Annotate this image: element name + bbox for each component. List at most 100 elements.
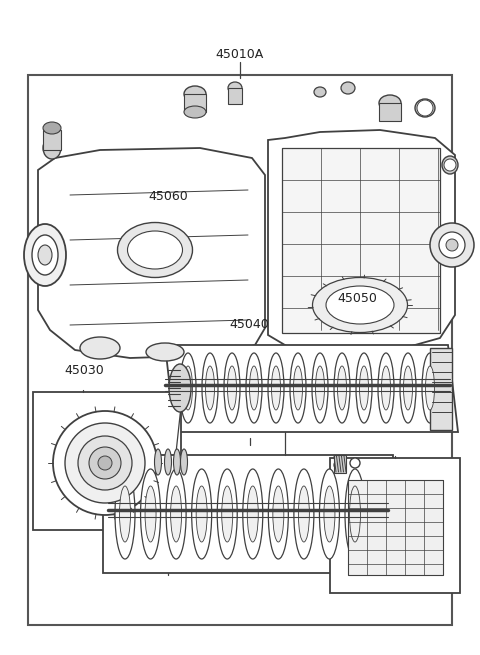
Ellipse shape bbox=[247, 486, 258, 542]
Ellipse shape bbox=[273, 486, 284, 542]
Ellipse shape bbox=[196, 486, 207, 542]
Ellipse shape bbox=[228, 82, 242, 94]
Ellipse shape bbox=[169, 364, 191, 412]
Text: 45050: 45050 bbox=[337, 291, 378, 305]
Bar bbox=[184, 94, 206, 112]
Ellipse shape bbox=[128, 231, 182, 269]
Ellipse shape bbox=[379, 95, 401, 111]
Circle shape bbox=[430, 223, 474, 267]
Ellipse shape bbox=[400, 353, 416, 423]
Ellipse shape bbox=[120, 486, 131, 542]
Ellipse shape bbox=[320, 469, 339, 559]
Ellipse shape bbox=[360, 366, 369, 410]
Text: 45030: 45030 bbox=[64, 364, 104, 377]
Bar bbox=[282, 148, 440, 333]
Ellipse shape bbox=[205, 366, 215, 410]
Circle shape bbox=[78, 436, 132, 490]
Ellipse shape bbox=[183, 366, 192, 410]
Polygon shape bbox=[38, 148, 265, 358]
Ellipse shape bbox=[293, 366, 302, 410]
Ellipse shape bbox=[184, 106, 206, 118]
Ellipse shape bbox=[356, 353, 372, 423]
Ellipse shape bbox=[334, 460, 346, 470]
Circle shape bbox=[444, 159, 456, 171]
Ellipse shape bbox=[166, 469, 186, 559]
Ellipse shape bbox=[341, 82, 355, 94]
Ellipse shape bbox=[170, 486, 181, 542]
Text: 45060: 45060 bbox=[148, 190, 188, 203]
Ellipse shape bbox=[180, 353, 196, 423]
Ellipse shape bbox=[268, 469, 288, 559]
Ellipse shape bbox=[337, 366, 347, 410]
Bar bbox=[103, 455, 393, 573]
Ellipse shape bbox=[294, 469, 314, 559]
Ellipse shape bbox=[184, 86, 206, 102]
Ellipse shape bbox=[315, 366, 324, 410]
Ellipse shape bbox=[192, 469, 212, 559]
Ellipse shape bbox=[38, 245, 52, 265]
Circle shape bbox=[446, 239, 458, 251]
Text: 45040: 45040 bbox=[230, 318, 269, 331]
Ellipse shape bbox=[222, 486, 233, 542]
Ellipse shape bbox=[324, 486, 335, 542]
Ellipse shape bbox=[43, 137, 61, 159]
Ellipse shape bbox=[378, 353, 394, 423]
Ellipse shape bbox=[32, 235, 58, 275]
Bar bbox=[33, 392, 181, 530]
Ellipse shape bbox=[312, 353, 328, 423]
Bar bbox=[379, 103, 401, 121]
Bar bbox=[28, 75, 452, 625]
Polygon shape bbox=[165, 345, 458, 432]
Ellipse shape bbox=[326, 286, 394, 324]
Ellipse shape bbox=[314, 87, 326, 97]
Ellipse shape bbox=[224, 353, 240, 423]
Ellipse shape bbox=[118, 223, 192, 278]
Circle shape bbox=[350, 458, 360, 468]
Ellipse shape bbox=[290, 353, 306, 423]
Circle shape bbox=[89, 447, 121, 479]
Bar bbox=[430, 348, 452, 430]
Ellipse shape bbox=[422, 353, 438, 423]
Ellipse shape bbox=[243, 469, 263, 559]
Ellipse shape bbox=[165, 449, 171, 475]
Circle shape bbox=[53, 411, 157, 515]
Ellipse shape bbox=[345, 469, 365, 559]
Circle shape bbox=[439, 232, 465, 258]
Ellipse shape bbox=[299, 486, 310, 542]
Ellipse shape bbox=[202, 353, 218, 423]
Ellipse shape bbox=[250, 366, 259, 410]
Ellipse shape bbox=[24, 224, 66, 286]
Bar bbox=[334, 455, 346, 473]
Ellipse shape bbox=[272, 366, 280, 410]
Ellipse shape bbox=[80, 337, 120, 359]
Bar bbox=[348, 480, 443, 575]
Circle shape bbox=[98, 456, 112, 470]
Ellipse shape bbox=[349, 486, 360, 542]
Ellipse shape bbox=[246, 353, 262, 423]
Ellipse shape bbox=[228, 366, 237, 410]
Bar bbox=[228, 88, 242, 104]
Bar bbox=[43, 130, 61, 150]
Text: 45010A: 45010A bbox=[216, 48, 264, 62]
Ellipse shape bbox=[382, 366, 391, 410]
Polygon shape bbox=[268, 130, 455, 355]
Circle shape bbox=[417, 100, 433, 116]
Bar bbox=[330, 458, 460, 593]
Ellipse shape bbox=[141, 469, 160, 559]
Ellipse shape bbox=[415, 99, 435, 117]
Ellipse shape bbox=[155, 449, 161, 475]
Circle shape bbox=[65, 423, 145, 503]
Ellipse shape bbox=[173, 449, 180, 475]
Ellipse shape bbox=[115, 469, 135, 559]
Ellipse shape bbox=[145, 486, 156, 542]
Ellipse shape bbox=[217, 469, 237, 559]
Ellipse shape bbox=[268, 353, 284, 423]
Ellipse shape bbox=[312, 278, 408, 333]
Ellipse shape bbox=[334, 353, 350, 423]
Ellipse shape bbox=[425, 366, 434, 410]
Ellipse shape bbox=[442, 156, 458, 174]
Ellipse shape bbox=[43, 122, 61, 134]
Ellipse shape bbox=[146, 343, 184, 361]
Ellipse shape bbox=[180, 449, 188, 475]
Ellipse shape bbox=[404, 366, 412, 410]
